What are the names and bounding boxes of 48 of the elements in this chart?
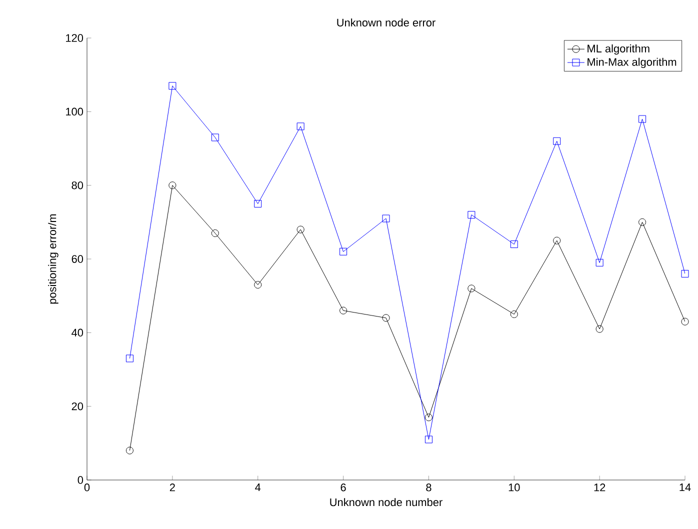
point xyxy=(340,248,348,256)
point xyxy=(126,446,134,454)
point xyxy=(553,236,561,244)
point xyxy=(211,134,219,142)
x-tick-label: 8 xyxy=(426,484,432,492)
x-tick-label: 4 xyxy=(255,484,261,492)
point xyxy=(468,284,476,292)
x-tick-label: 14 xyxy=(680,484,691,492)
point xyxy=(681,270,689,278)
point xyxy=(126,354,134,362)
point xyxy=(510,240,518,248)
y-tick-label: 80 xyxy=(72,181,84,190)
x-tick-label: 6 xyxy=(340,484,346,492)
chart-title: Unknown node error xyxy=(337,18,436,26)
point xyxy=(168,82,176,90)
point xyxy=(553,137,561,145)
y-tick-label: 40 xyxy=(72,328,84,337)
point xyxy=(510,310,518,318)
x-tick-label: 12 xyxy=(594,484,606,492)
y-tick-label: 0 xyxy=(78,476,84,484)
point xyxy=(638,115,646,123)
point xyxy=(382,314,390,322)
point xyxy=(638,218,646,226)
x-tick-label: 0 xyxy=(84,484,90,492)
point xyxy=(211,229,219,237)
point xyxy=(468,211,476,219)
x-tick-label: 10 xyxy=(508,484,520,492)
point xyxy=(596,258,604,266)
point xyxy=(254,200,262,208)
point xyxy=(681,318,689,326)
point xyxy=(424,414,432,422)
point xyxy=(296,122,304,130)
y-tick-label: 20 xyxy=(72,402,84,410)
point xyxy=(596,325,604,333)
point xyxy=(296,226,304,234)
y-axis-title: positioning error/m xyxy=(48,214,58,304)
point xyxy=(168,182,176,190)
legend-label: Min-Max algorithm xyxy=(588,58,676,68)
point xyxy=(340,306,348,314)
point xyxy=(254,281,262,289)
y-tick-label: 60 xyxy=(72,255,84,263)
legend-label: ML algorithm xyxy=(588,44,650,55)
y-tick-label: 120 xyxy=(66,34,84,42)
x-tick-label: 2 xyxy=(170,484,175,492)
point xyxy=(424,436,432,444)
point xyxy=(382,214,390,222)
x-axis-title: Unknown node number xyxy=(330,498,442,506)
y-tick-label: 100 xyxy=(66,108,84,116)
